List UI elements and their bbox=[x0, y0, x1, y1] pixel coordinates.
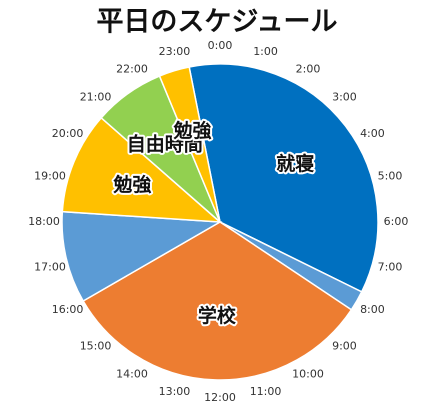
slice-label: 勉強 bbox=[172, 119, 211, 142]
slice-label: 学校 bbox=[198, 304, 237, 327]
clock-label: 8:00 bbox=[360, 303, 385, 316]
pie-slice bbox=[158, 66, 221, 223]
clock-label: 1:00 bbox=[253, 45, 278, 58]
clock-label: 23:00 bbox=[159, 45, 191, 58]
pie-slice bbox=[61, 116, 223, 223]
clock-label: 19:00 bbox=[34, 169, 66, 182]
clock-label: 22:00 bbox=[116, 63, 148, 76]
clock-label: 20:00 bbox=[52, 127, 84, 140]
chart-title: 平日のスケジュール bbox=[96, 7, 337, 38]
clock-label: 13:00 bbox=[159, 385, 191, 398]
clock-label: 0:00 bbox=[208, 39, 233, 52]
clock-label: 12:00 bbox=[204, 391, 236, 404]
pie-slice bbox=[61, 210, 223, 303]
clock-label: 7:00 bbox=[378, 261, 403, 274]
slice-label: 就寝 bbox=[276, 152, 314, 175]
clock-label: 10:00 bbox=[292, 367, 324, 380]
clock-label: 17:00 bbox=[34, 261, 66, 274]
clock-label: 14:00 bbox=[116, 367, 148, 380]
clock-label: 16:00 bbox=[52, 303, 84, 316]
clock-label: 3:00 bbox=[332, 91, 357, 104]
clock-label: 2:00 bbox=[296, 63, 321, 76]
clock-label: 11:00 bbox=[250, 385, 282, 398]
clock-label: 9:00 bbox=[332, 339, 357, 352]
clock-label: 6:00 bbox=[384, 215, 409, 228]
clock-label: 18:00 bbox=[28, 215, 60, 228]
clock-label: 21:00 bbox=[80, 91, 112, 104]
clock-label: 5:00 bbox=[378, 169, 403, 182]
pie-slice bbox=[188, 63, 379, 293]
clock-label: 15:00 bbox=[80, 339, 112, 352]
pie-slice bbox=[82, 221, 353, 381]
slice-label: 勉強 bbox=[112, 173, 151, 196]
slice-label: 自由時間 bbox=[127, 132, 203, 155]
clock-label: 4:00 bbox=[360, 127, 385, 140]
